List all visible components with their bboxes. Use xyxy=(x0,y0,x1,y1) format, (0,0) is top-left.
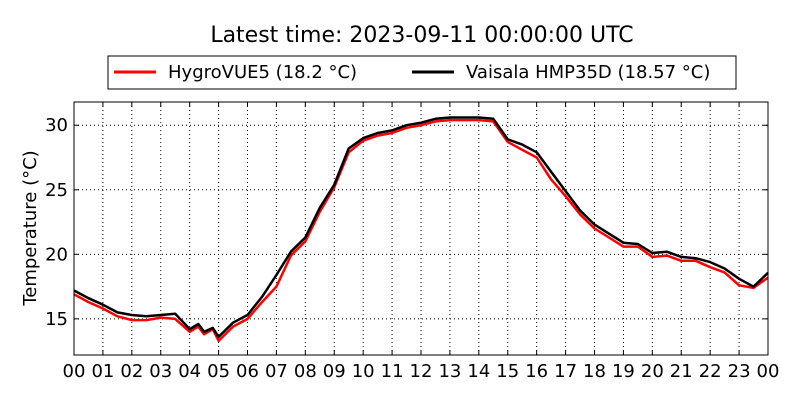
x-tick-label: 05 xyxy=(207,361,230,382)
x-tick-label: 00 xyxy=(63,361,86,382)
axis-ticks: 00 01 02 03 04 05 06 07 08 09 10 11 12 13 14 15 16 17 18 19… xyxy=(45,102,779,382)
x-tick-label: 11 xyxy=(381,361,404,382)
y-tick-label: 15 xyxy=(45,309,68,330)
y-axis-label: Temperature (°C) xyxy=(20,150,41,306)
legend-label-hygrovue5: HygroVUE5 (18.2 °C) xyxy=(168,62,357,83)
x-tick-label: 14 xyxy=(467,361,490,382)
x-tick-label: 17 xyxy=(554,361,577,382)
x-tick-label: 22 xyxy=(699,361,722,382)
x-tick-label: 04 xyxy=(178,361,201,382)
x-tick-label: 08 xyxy=(294,361,317,382)
x-tick-label: 15 xyxy=(496,361,519,382)
x-tick-label: 20 xyxy=(641,361,664,382)
x-tick-label: 12 xyxy=(410,361,433,382)
x-tick-label: 00 xyxy=(757,361,780,382)
y-tick-label: 20 xyxy=(45,244,68,265)
x-tick-label: 07 xyxy=(265,361,288,382)
legend: HygroVUE5 (18.2 °C) Vaisala HMP35D (18.5… xyxy=(107,55,737,90)
x-tick-label: 02 xyxy=(120,361,143,382)
series-line-hygrovue5 xyxy=(73,118,769,343)
chart-title: Latest time: 2023-09-11 00:00:00 UTC xyxy=(210,23,633,48)
x-tick-label: 13 xyxy=(438,361,461,382)
x-tick-label: 10 xyxy=(352,361,375,382)
x-tick-label: 23 xyxy=(728,361,751,382)
plot-area: 00 01 02 03 04 05 06 07 08 09 10 11 12 13 14 15 16 17 18 19… xyxy=(45,101,779,382)
y-tick-label: 30 xyxy=(45,115,68,136)
y-tick-label: 25 xyxy=(45,180,68,201)
legend-label-vaisala: Vaisala HMP35D (18.57 °C) xyxy=(466,62,710,83)
x-tick-label: 21 xyxy=(670,361,693,382)
series-lines xyxy=(73,116,769,343)
x-tick-label: 16 xyxy=(525,361,548,382)
x-tick-label: 06 xyxy=(236,361,259,382)
x-tick-label: 19 xyxy=(612,361,635,382)
series-line-vaisala xyxy=(73,116,769,339)
x-tick-label: 09 xyxy=(323,361,346,382)
x-tick-label: 01 xyxy=(91,361,114,382)
x-tick-label: 18 xyxy=(583,361,606,382)
x-tick-label: 03 xyxy=(149,361,172,382)
